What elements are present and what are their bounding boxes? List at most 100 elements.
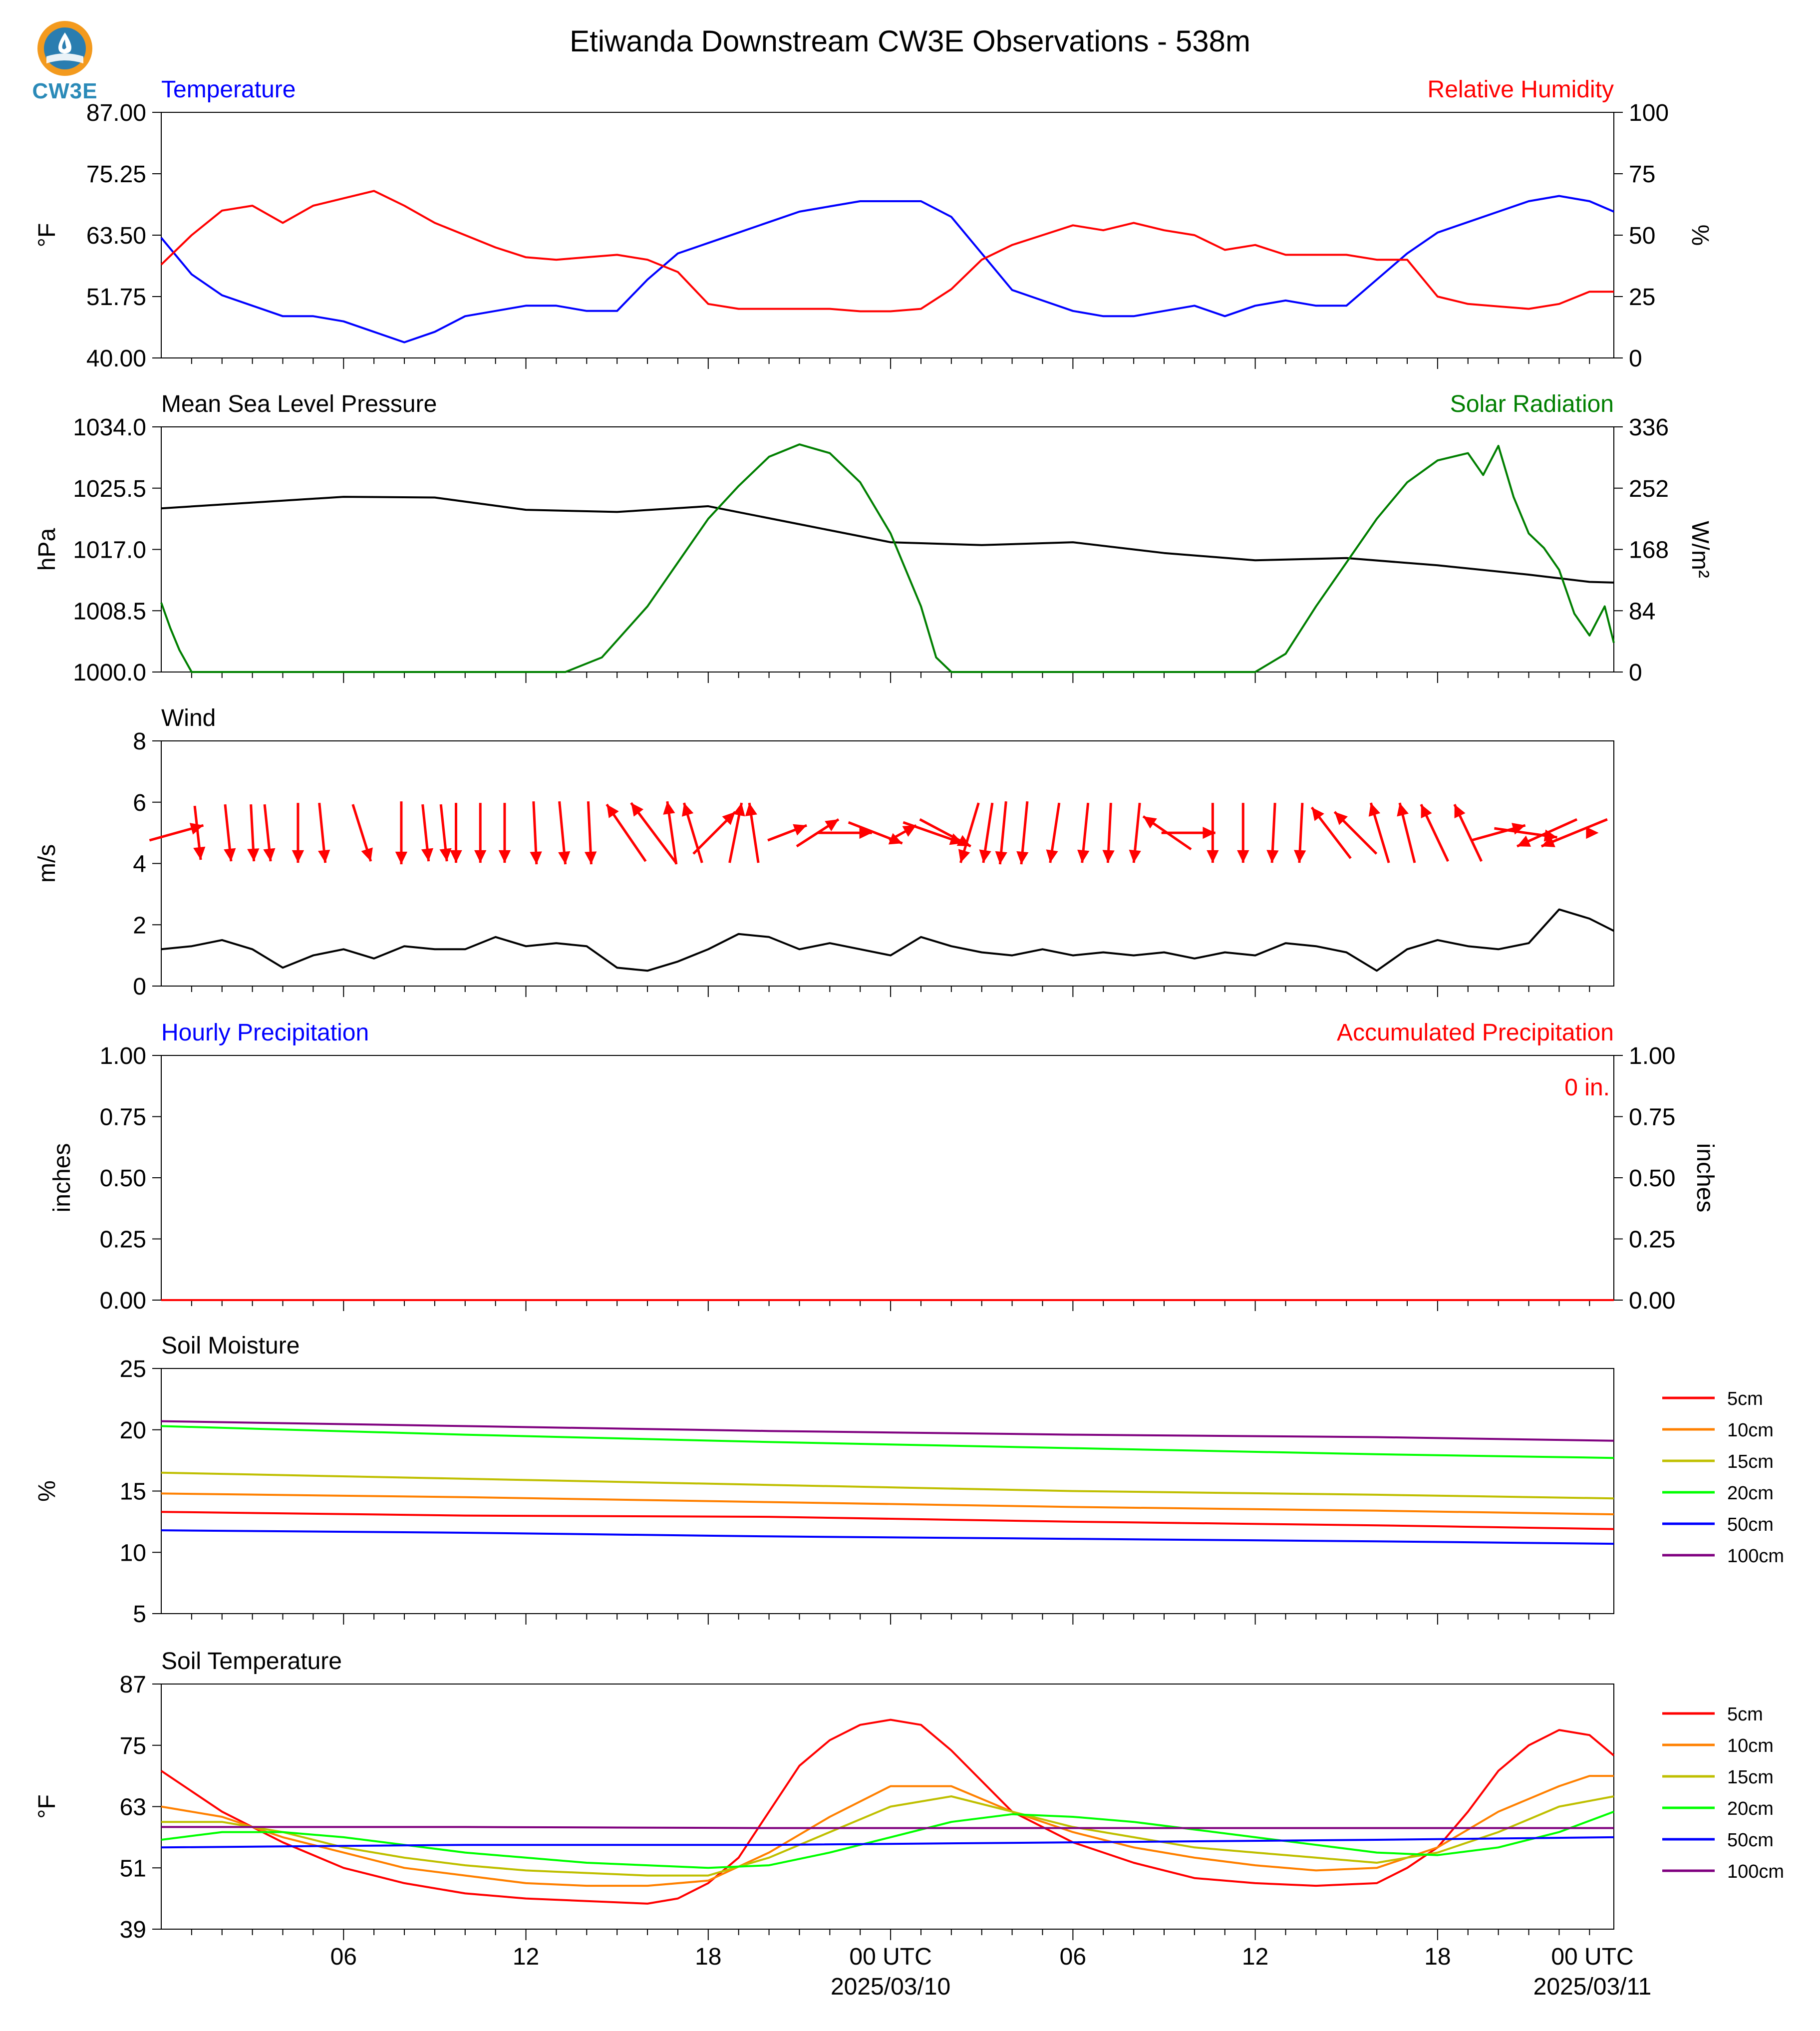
y-tick-label-left: 0.00 (100, 1288, 146, 1314)
wind-arrow (681, 802, 703, 863)
wind-arrow (1294, 803, 1306, 863)
panel-title-left: Hourly Precipitation (161, 1019, 369, 1046)
y-tick-label-right: 0 (1629, 660, 1642, 686)
wind-arrow-head (1517, 835, 1531, 847)
wind-arrow-head (1541, 836, 1555, 847)
wind-arrow (439, 804, 452, 862)
wind-arrow-head (263, 848, 276, 862)
y-tick-label-left: 75 (120, 1733, 146, 1759)
legend-label: 20cm (1727, 1483, 1774, 1504)
wind-arrow-head (292, 850, 304, 863)
x-tick-label: 00 UTC (849, 1944, 931, 1970)
y-tick-label-right: 1.00 (1629, 1043, 1675, 1069)
wind-arrow (585, 801, 597, 865)
wind-arrow-head (498, 850, 511, 863)
wind-arrow-head (722, 812, 735, 825)
y-tick-label-left: 63.50 (86, 223, 146, 249)
series-line-wind-speed (161, 908, 1614, 972)
wind-arrow (1237, 803, 1249, 863)
panel-title-right: Accumulated Precipitation (1337, 1019, 1614, 1046)
wind-arrow (919, 818, 971, 848)
wind-arrow (292, 803, 304, 863)
logo-text: CW3E (32, 79, 98, 103)
wind-arrow-head (745, 803, 757, 816)
y-axis-label-right: W/m² (1687, 521, 1713, 578)
y-axis-label-left: % (34, 1480, 60, 1502)
legend-label: 10cm (1727, 1420, 1774, 1441)
accumulated-total-label: 0 in. (1564, 1074, 1610, 1101)
wind-arrow (796, 818, 840, 848)
wind-arrow-head (902, 825, 916, 837)
wind-arrow (1161, 826, 1215, 839)
y-tick-label-right: 0 (1629, 345, 1642, 372)
wind-arrow (818, 826, 872, 839)
wind-arrow-head (395, 851, 408, 865)
wind-arrow-head (421, 848, 434, 862)
wind-arrow-head (1368, 803, 1381, 817)
wind-arrow-head (193, 846, 206, 860)
series-line-solar-radiation (160, 443, 1615, 673)
x-tick-label: 18 (695, 1944, 721, 1970)
series-line-relative-humidity (160, 190, 1614, 313)
wind-arrow-head (224, 848, 236, 862)
wind-arrow (1453, 804, 1483, 862)
x-date-label: 2025/03/10 (831, 1974, 950, 2000)
plot-frame (161, 1055, 1614, 1301)
wind-arrow (1207, 803, 1219, 863)
series-line-50cm (161, 1836, 1614, 1849)
wind-arrow (247, 804, 260, 862)
wind-arrow (1310, 806, 1352, 859)
x-tick-label: 06 (1060, 1944, 1086, 1970)
y-tick-label-right: 50 (1629, 223, 1655, 249)
wind-arrow (1016, 801, 1029, 865)
x-tick-label: 06 (330, 1944, 357, 1970)
wind-arrow-head (1207, 850, 1219, 863)
y-axis-label-left: m/s (34, 844, 60, 883)
y-tick-label-left: 5 (133, 1601, 146, 1628)
y-tick-label-left: 1008.5 (73, 598, 146, 625)
y-tick-label-left: 25 (120, 1356, 146, 1382)
wind-arrow-head (958, 849, 970, 863)
y-axis-label-left: °F (34, 1794, 60, 1819)
legend-label: 15cm (1727, 1451, 1774, 1472)
legend-label: 15cm (1727, 1767, 1774, 1788)
wind-arrow-head (530, 851, 542, 865)
wind-arrow-head (1586, 826, 1599, 839)
y-tick-label-left: 1034.0 (73, 414, 146, 441)
wind-arrow-head (825, 819, 839, 832)
y-tick-label-right: 0.75 (1629, 1104, 1675, 1131)
legend-label: 20cm (1727, 1798, 1774, 1819)
series-line-15cm (161, 1795, 1614, 1877)
wind-arrow-head (979, 849, 991, 863)
panel-title-left: Temperature (161, 76, 296, 103)
wind-arrow-head (995, 851, 1007, 865)
series-line-10cm (161, 1775, 1614, 1887)
wind-arrow-head (1016, 851, 1029, 865)
panel-title-right: Relative Humidity (1428, 76, 1614, 103)
legend-label: 100cm (1727, 1861, 1784, 1882)
y-tick-label-left: 75.25 (86, 161, 146, 188)
wind-arrow (1586, 826, 1599, 839)
wind-arrow (767, 824, 807, 842)
wind-arrow-head (1237, 850, 1249, 863)
plot-frame (161, 426, 1614, 673)
y-axis-label-left: hPa (34, 528, 60, 571)
wind-arrow (263, 804, 276, 862)
wind-arrow (1540, 818, 1608, 848)
y-tick-label-left: 40.00 (86, 345, 146, 372)
wind-arrow-head (450, 850, 462, 863)
y-tick-label-right: 336 (1629, 414, 1669, 441)
wind-arrow-head (631, 803, 644, 817)
wind-arrow (745, 802, 760, 863)
y-tick-label-right: 252 (1629, 476, 1669, 502)
wind-arrow-head (607, 804, 619, 818)
y-tick-label-right: 84 (1629, 598, 1655, 625)
wind-arrow (558, 801, 571, 865)
y-tick-label-left: 15 (120, 1479, 146, 1505)
wind-arrow (1420, 804, 1450, 862)
wind-arrow (224, 804, 236, 862)
cw3e-logo (27, 17, 102, 102)
wind-arrow-head (733, 803, 745, 817)
wind-arrow (958, 802, 980, 863)
